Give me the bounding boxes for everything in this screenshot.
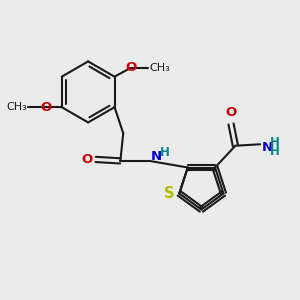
Text: O: O bbox=[225, 106, 237, 119]
Text: O: O bbox=[81, 153, 92, 166]
Text: N: N bbox=[151, 150, 162, 163]
Text: H: H bbox=[270, 145, 280, 158]
Text: H: H bbox=[160, 146, 170, 159]
Text: N: N bbox=[262, 141, 273, 154]
Text: O: O bbox=[40, 101, 51, 114]
Text: CH₃: CH₃ bbox=[6, 102, 27, 112]
Text: S: S bbox=[164, 186, 175, 201]
Text: H: H bbox=[270, 136, 280, 149]
Text: O: O bbox=[125, 61, 136, 74]
Text: CH₃: CH₃ bbox=[149, 63, 170, 73]
